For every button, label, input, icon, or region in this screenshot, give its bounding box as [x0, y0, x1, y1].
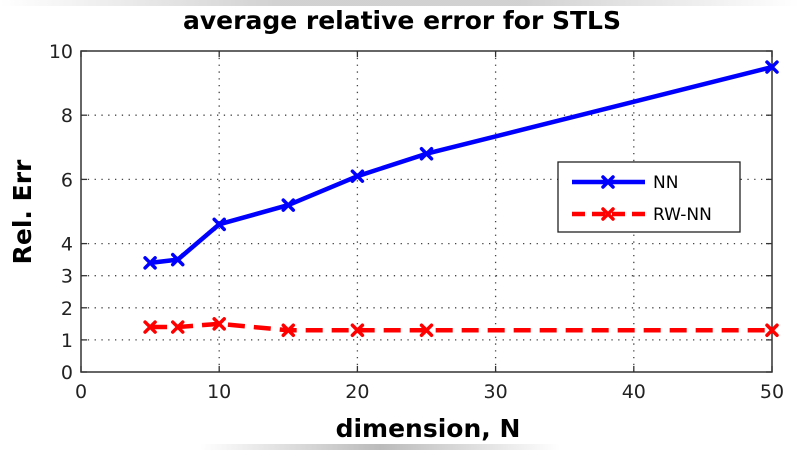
- top-shadow-decoration: [0, 0, 800, 6]
- x-tick-label: 40: [622, 381, 646, 403]
- legend-item-rw-nn: RW-NN: [572, 205, 712, 225]
- x-tick-label: 0: [75, 381, 87, 403]
- plot-area-frame: [80, 50, 773, 373]
- y-tick-label: 10: [49, 41, 73, 63]
- y-tick-label: 3: [61, 266, 73, 288]
- y-tick-label: 0: [61, 362, 73, 384]
- y-tick-label: 8: [61, 105, 73, 127]
- x-axis-label: dimension, N: [336, 414, 521, 443]
- series-nn: [143, 60, 779, 270]
- y-tick-label: 1: [61, 330, 73, 352]
- y-tick-label: 2: [61, 298, 73, 320]
- y-tick-label: 4: [61, 234, 73, 256]
- x-tick-label: 30: [484, 381, 508, 403]
- x-tick-label: 10: [207, 381, 231, 403]
- data-series: [143, 60, 779, 338]
- legend-label: NN: [653, 173, 678, 193]
- x-tick-label: 20: [345, 381, 369, 403]
- legend-box: [557, 161, 741, 233]
- bottom-shadow-decoration: [200, 444, 560, 450]
- legend-item-nn: NN: [572, 173, 678, 193]
- y-tick-label: 6: [61, 169, 73, 191]
- axis-ticks: 0 1 2 3 4 6 8 10 0 10 20 30 40 50: [49, 41, 784, 403]
- legend-label: RW-NN: [653, 205, 712, 225]
- series-rw-nn: [143, 317, 779, 338]
- y-axis-label: Rel. Err: [8, 159, 37, 264]
- legend: NN RW-NN: [557, 161, 741, 233]
- x-tick-label: 50: [760, 381, 784, 403]
- chart-title: average relative error for STLS: [183, 6, 621, 35]
